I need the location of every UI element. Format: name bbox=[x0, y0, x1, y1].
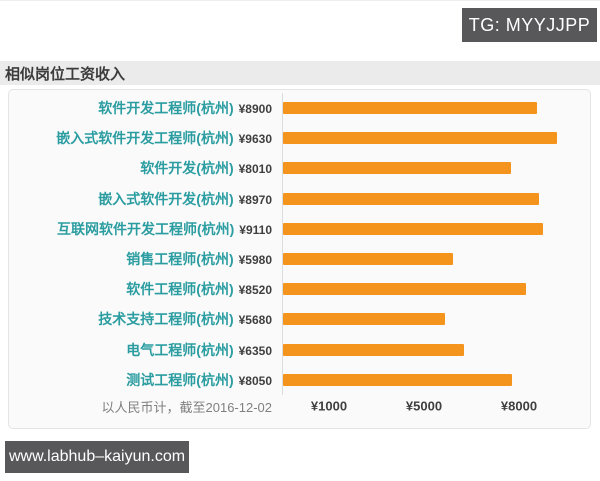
salary-bar bbox=[283, 283, 526, 296]
chart-row: 嵌入式软件开发(杭州) ¥8970 bbox=[9, 183, 590, 214]
chart-row: 软件开发工程师(杭州) ¥8900 bbox=[9, 93, 590, 124]
x-axis-tick-label: ¥5000 bbox=[405, 398, 443, 414]
section-header: 相似岗位工资收入 bbox=[0, 61, 600, 85]
job-title-label: 销售工程师(杭州) bbox=[126, 251, 234, 268]
x-axis-tick-label: ¥8000 bbox=[500, 398, 538, 414]
chart-row: 技术支持工程师(杭州) ¥5680 bbox=[9, 304, 590, 335]
job-title-label: 软件开发工程师(杭州) bbox=[98, 100, 234, 117]
row-label: 销售工程师(杭州) ¥5980 bbox=[9, 249, 282, 269]
bottom-watermark-text: www.labhub–kaiyun.com bbox=[8, 448, 186, 465]
row-label: 电气工程师(杭州) ¥6350 bbox=[9, 340, 282, 360]
chart-row: 测试工程师(杭州) ¥8050 bbox=[9, 364, 590, 395]
section-title: 相似岗位工资收入 bbox=[5, 65, 126, 83]
chart-rows: 软件开发工程师(杭州) ¥8900 嵌入式软件开发工程师(杭州) ¥9630 软件开发(… bbox=[9, 93, 590, 395]
row-label: 嵌入式软件开发工程师(杭州) ¥9630 bbox=[9, 128, 282, 148]
chart-row: 销售工程师(杭州) ¥5980 bbox=[9, 243, 590, 275]
top-watermark-badge: TG: MYYJJPP bbox=[462, 8, 597, 42]
salary-bar bbox=[283, 192, 539, 205]
chart-row: 嵌入式软件开发工程师(杭州) ¥9630 bbox=[9, 123, 590, 154]
job-title-label: 技术支持工程师(杭州) bbox=[98, 311, 234, 328]
bar-area bbox=[282, 93, 590, 124]
chart-note: 以人民币计，截至2016-12-02 bbox=[101, 399, 273, 415]
salary-bar bbox=[283, 222, 543, 235]
chart-row: 软件开发(杭州) ¥8010 bbox=[9, 153, 590, 184]
salary-bar bbox=[283, 313, 445, 326]
row-label: 软件开发工程师(杭州) ¥8900 bbox=[9, 98, 282, 118]
salary-value-label: ¥5980 bbox=[238, 253, 272, 268]
chart-row: 电气工程师(杭州) ¥6350 bbox=[9, 334, 590, 365]
bar-area bbox=[282, 213, 590, 244]
job-title-label: 互联网软件开发工程师(杭州) bbox=[56, 220, 235, 237]
x-axis-ticks: ¥1000 ¥5000 ¥8000 bbox=[282, 395, 590, 417]
row-label: 互联网软件开发工程师(杭州) ¥9110 bbox=[9, 219, 282, 239]
row-label: 软件开发(杭州) ¥8010 bbox=[9, 158, 282, 178]
salary-value-label: ¥8010 bbox=[238, 162, 272, 177]
salary-bar bbox=[283, 102, 537, 115]
x-axis-tick-label: ¥1000 bbox=[310, 398, 348, 414]
bottom-watermark-badge: www.labhub–kaiyun.com bbox=[5, 441, 189, 473]
salary-value-label: ¥9110 bbox=[239, 222, 272, 237]
salary-bar bbox=[283, 373, 512, 386]
chart-row: 互联网软件开发工程师(杭州) ¥9110 bbox=[9, 213, 590, 244]
salary-value-label: ¥6350 bbox=[238, 343, 272, 358]
bar-area bbox=[282, 183, 590, 214]
job-title-label: 测试工程师(杭州) bbox=[126, 371, 234, 388]
top-watermark-text: TG: MYYJJPP bbox=[468, 14, 591, 35]
salary-value-label: ¥9630 bbox=[238, 132, 272, 147]
job-title-label: 软件开发(杭州) bbox=[140, 160, 234, 177]
salary-value-label: ¥8900 bbox=[238, 102, 272, 117]
row-label: 软件工程师(杭州) ¥8520 bbox=[9, 279, 282, 299]
bar-area bbox=[282, 334, 590, 365]
bar-area bbox=[282, 364, 590, 395]
salary-value-label: ¥5680 bbox=[238, 313, 272, 328]
row-label: 测试工程师(杭州) ¥8050 bbox=[9, 370, 282, 390]
salary-bar bbox=[283, 253, 453, 266]
job-title-label: 嵌入式软件开发工程师(杭州) bbox=[56, 130, 234, 147]
bar-area bbox=[282, 243, 590, 275]
bar-area bbox=[282, 304, 590, 335]
chart-axis-row: 以人民币计，截至2016-12-02 ¥1000 ¥5000 ¥8000 bbox=[9, 395, 590, 417]
salary-bar-chart: 软件开发工程师(杭州) ¥8900 嵌入式软件开发工程师(杭州) ¥9630 软件开发(… bbox=[8, 89, 591, 429]
salary-bar bbox=[283, 343, 464, 356]
salary-value-label: ¥8050 bbox=[238, 373, 272, 388]
row-label: 技术支持工程师(杭州) ¥5680 bbox=[9, 309, 282, 329]
job-title-label: 嵌入式软件开发(杭州) bbox=[98, 190, 234, 207]
job-title-label: 软件工程师(杭州) bbox=[126, 281, 234, 298]
salary-value-label: ¥8520 bbox=[238, 283, 272, 298]
salary-bar bbox=[283, 132, 557, 145]
row-label: 嵌入式软件开发(杭州) ¥8970 bbox=[9, 189, 282, 209]
salary-value-label: ¥8970 bbox=[238, 192, 272, 207]
bar-area bbox=[282, 123, 590, 154]
chart-row: 软件工程师(杭州) ¥8520 bbox=[9, 274, 590, 305]
bar-area bbox=[282, 153, 590, 184]
bar-area bbox=[282, 274, 590, 305]
salary-bar bbox=[283, 162, 511, 175]
job-title-label: 电气工程师(杭州) bbox=[126, 341, 234, 358]
